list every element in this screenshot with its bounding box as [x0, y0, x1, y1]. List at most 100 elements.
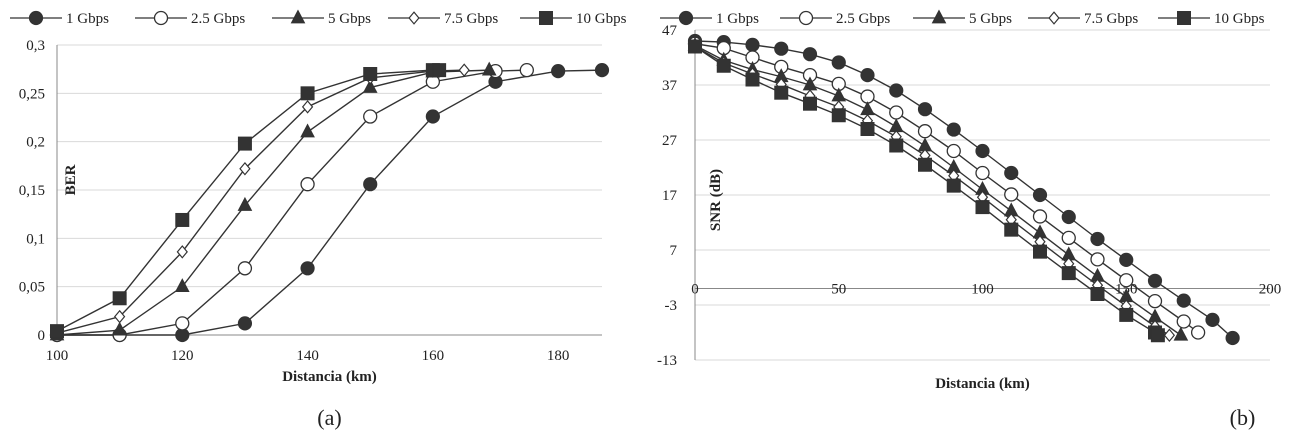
y-tick-label: 27: [662, 133, 678, 149]
data-point: [975, 200, 990, 215]
series-5-gbps: [687, 36, 1189, 341]
data-point: [174, 278, 190, 293]
figure-caption: (b): [1230, 405, 1256, 430]
y-tick-label: 0,1: [26, 231, 45, 247]
data-point: [1090, 287, 1105, 301]
data-point: [1033, 244, 1047, 259]
series-line: [57, 69, 527, 336]
data-point: [363, 67, 378, 81]
series-1-gbps: [687, 33, 1240, 346]
data-point: [113, 309, 126, 324]
x-tick-label: 200: [1259, 282, 1282, 298]
data-point: [1090, 252, 1105, 267]
x-tick-label: 100: [46, 348, 69, 364]
y-tick-label: 0,3: [26, 38, 45, 54]
data-point: [831, 55, 846, 70]
data-point: [1163, 328, 1176, 343]
series-line: [56, 69, 465, 334]
snr-chart: 1 Gbps 2.5 Gbps 5 Gbps 7.5 Gbps 10 Gbps -13 -3…: [657, 9, 1282, 430]
gridlines: [695, 29, 1270, 361]
data-point: [946, 178, 961, 193]
data-point: [300, 177, 315, 192]
data-point: [1205, 312, 1220, 327]
data-point: [363, 177, 378, 192]
data-point: [301, 100, 314, 114]
data-point: [802, 47, 818, 62]
legend-marker-2-5-gbps: [153, 10, 169, 26]
gridlines: [57, 44, 602, 336]
data-point: [888, 118, 904, 133]
y-axis-title: BER: [63, 164, 79, 195]
legend-marker-7-5-gbps: [408, 11, 420, 25]
data-point: [1119, 273, 1134, 288]
data-point: [176, 245, 188, 259]
series-10-gbps: [50, 63, 447, 339]
data-point: [1032, 209, 1048, 224]
series-line: [694, 45, 1159, 336]
data-point: [1176, 314, 1191, 329]
x-tick-label: 160: [422, 348, 445, 364]
y-tick-label: 0,2: [26, 135, 45, 151]
data-point: [889, 138, 904, 153]
legend-label: 2.5 Gbps: [191, 11, 245, 27]
data-point: [774, 85, 789, 100]
legend-label: 7.5 Gbps: [444, 11, 498, 27]
data-point: [50, 324, 64, 339]
data-point: [1225, 330, 1240, 346]
data-point: [917, 102, 933, 117]
y-axis-title: SNR (dB): [708, 169, 724, 231]
legend-label: 10 Gbps: [576, 11, 627, 27]
legend-marker-2-5-gbps: [798, 10, 814, 26]
data-point: [860, 122, 875, 136]
series-line: [56, 69, 440, 332]
chart-panel-b: 1 Gbps 2.5 Gbps 5 Gbps 7.5 Gbps 10 Gbps -13 -3…: [650, 0, 1303, 436]
data-point: [237, 196, 253, 211]
y-tick-label: -3: [665, 298, 678, 314]
data-point: [237, 136, 252, 151]
data-point: [425, 109, 440, 124]
legend-marker-5-gbps: [290, 9, 306, 24]
y-tick-label: 0,05: [19, 280, 45, 296]
data-point: [237, 261, 253, 276]
data-point: [362, 78, 378, 93]
data-point: [1190, 325, 1206, 340]
legend-label: 5 Gbps: [969, 11, 1012, 27]
y-tick-label: 17: [662, 188, 678, 204]
data-point: [300, 86, 315, 101]
ber-chart: 1 Gbps 2.5 Gbps 5 Gbps 7.5 Gbps 10 Gbps 0 0,05…: [10, 9, 627, 430]
series-line: [57, 69, 603, 336]
data-point: [975, 165, 990, 181]
y-tick-label: 47: [662, 23, 678, 39]
chart-panel-a: 1 Gbps 2.5 Gbps 5 Gbps 7.5 Gbps 10 Gbps 0 0,05…: [0, 0, 640, 436]
data-point: [918, 157, 932, 172]
data-point: [239, 161, 251, 176]
data-point: [432, 63, 447, 78]
legend-marker-1-gbps: [28, 10, 44, 26]
x-axis-title: Distancia (km): [935, 376, 1030, 392]
data-point: [175, 212, 190, 227]
series-line: [694, 40, 1234, 339]
series-line: [694, 44, 1182, 336]
data-point: [237, 316, 253, 331]
data-point: [363, 109, 378, 124]
legend: 1 Gbps 2.5 Gbps 5 Gbps 7.5 Gbps 10 Gbps: [660, 9, 1265, 27]
data-point: [1004, 222, 1019, 237]
data-point: [745, 37, 760, 52]
data-point: [716, 58, 731, 73]
data-point: [803, 96, 817, 111]
series-5-gbps: [49, 61, 497, 341]
data-point: [112, 291, 127, 306]
data-point: [860, 101, 875, 116]
y-tick-label: 0,15: [19, 183, 45, 199]
legend-marker-1-gbps: [678, 10, 694, 26]
data-point: [519, 62, 534, 78]
data-point: [975, 143, 990, 159]
x-axis-title: Distancia (km): [282, 369, 377, 385]
legend-marker-5-gbps: [931, 9, 947, 24]
data-point: [774, 41, 789, 56]
data-point: [860, 89, 875, 104]
data-point: [458, 63, 470, 77]
data-point: [889, 83, 904, 98]
data-point: [1119, 252, 1134, 267]
data-point: [300, 123, 315, 138]
